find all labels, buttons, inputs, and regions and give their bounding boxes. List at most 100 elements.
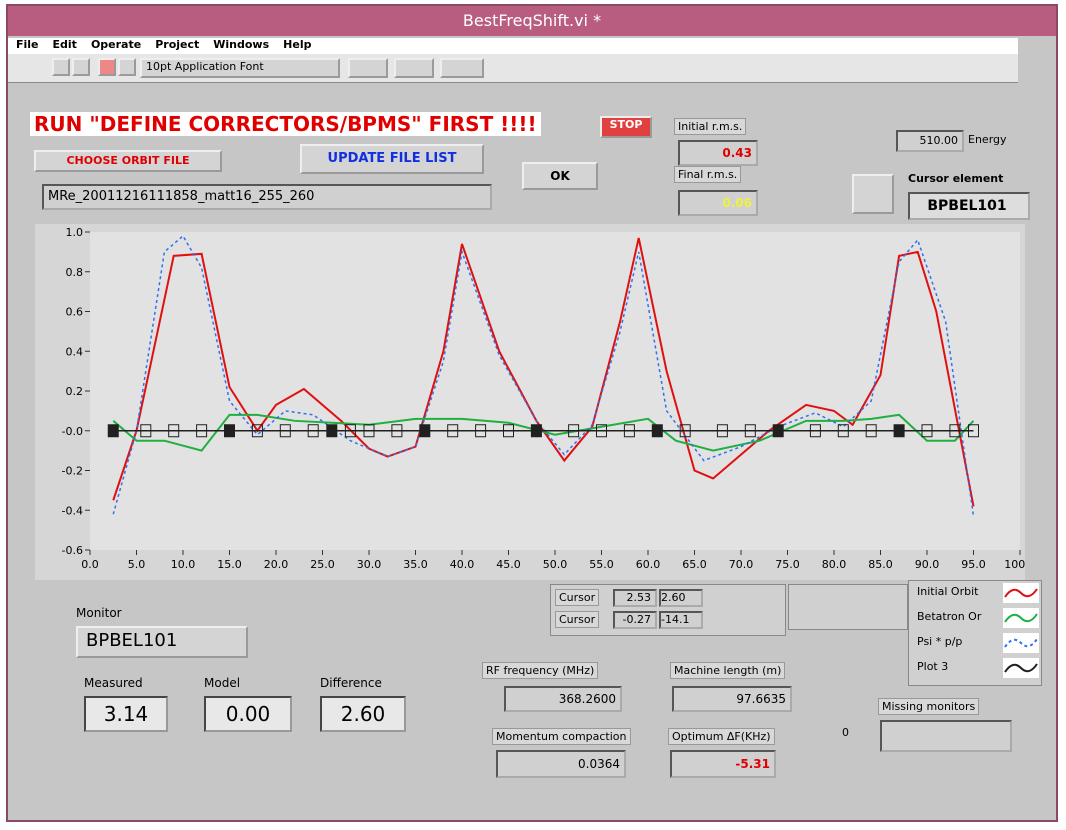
rf-frequency[interactable]: 368.2600	[504, 686, 622, 712]
series-marker	[503, 424, 514, 438]
window: BestFreqShift.vi * File Edit Operate Projec…	[6, 4, 1058, 822]
series-marker	[921, 424, 933, 438]
final-rms: 0.06	[678, 190, 758, 216]
series-marker	[447, 424, 459, 438]
y-tick-label: -0.4	[62, 504, 83, 517]
x-tick-label: 15.0	[217, 558, 242, 571]
monitor-dropdown[interactable]: BPBEL101	[76, 626, 248, 658]
series-marker	[419, 424, 431, 438]
distribute-dropdown[interactable]	[394, 58, 434, 78]
run-continuous-button[interactable]	[72, 58, 90, 76]
cursor-move-button[interactable]	[852, 174, 894, 214]
initial-rms: 0.43	[678, 140, 758, 166]
x-tick-label: 20.0	[264, 558, 289, 571]
missing-monitors	[880, 720, 1012, 752]
menu-item[interactable]: Edit	[52, 38, 77, 51]
y-tick-label: -0.6	[62, 544, 83, 557]
choose-file-button[interactable]: CHOOSE ORBIT FILE	[34, 150, 222, 172]
y-tick-label: 0.4	[66, 345, 84, 358]
x-tick-label: 95.0	[961, 558, 986, 571]
x-tick-label: 85.0	[868, 558, 893, 571]
ok-button[interactable]: OK	[522, 162, 598, 190]
energy[interactable]: 510.00	[896, 130, 964, 152]
cursor-element: BPBEL101	[908, 192, 1030, 220]
legend-swatch	[1003, 633, 1039, 653]
x-tick-label: 55.0	[589, 558, 614, 571]
series-line	[112, 234, 975, 517]
menu-item[interactable]: Operate	[90, 38, 142, 51]
legend-swatch	[1003, 658, 1039, 678]
cursor-y: -14.1	[659, 611, 703, 629]
series-marker	[196, 424, 208, 438]
series-marker	[391, 424, 403, 438]
legend-label: Betatron Or	[917, 610, 982, 623]
legend-label: Psi * p/p	[917, 635, 963, 648]
menu-item[interactable]: File	[16, 38, 39, 51]
cursor-x: 2.53	[613, 589, 657, 607]
run-button[interactable]	[52, 58, 70, 76]
series-marker	[837, 424, 849, 438]
label: Monitor	[76, 606, 122, 620]
series-marker	[251, 424, 263, 438]
x-tick-label: 10.0	[171, 558, 196, 571]
series-marker	[679, 424, 691, 438]
momentum-compaction: 0.0364	[496, 750, 626, 778]
x-tick-label: 0.0	[81, 558, 99, 571]
update-list-button[interactable]: UPDATE FILE LIST	[300, 144, 484, 174]
legend-swatch	[1003, 583, 1039, 603]
series-marker	[865, 424, 877, 438]
series-marker	[530, 424, 542, 438]
y-tick-label: -0.0	[62, 425, 83, 438]
series-marker	[363, 424, 375, 438]
y-tick-label: 0.8	[66, 266, 84, 279]
align-dropdown[interactable]	[348, 58, 388, 78]
warning-text: RUN "DEFINE CORRECTORS/BPMS" FIRST !!!!	[30, 112, 541, 136]
series-marker	[279, 424, 291, 438]
x-tick-label: 40.0	[450, 558, 475, 571]
label: Energy	[968, 133, 1007, 146]
label: RF frequency (MHz)	[482, 662, 599, 679]
menu-item[interactable]: Project	[155, 38, 200, 51]
label: Machine length (m)	[670, 662, 786, 679]
file-path[interactable]: MRe_20011216111858_matt16_255_260	[42, 184, 492, 210]
menu-item[interactable]: Windows	[213, 38, 270, 51]
series-marker	[568, 424, 580, 438]
y-tick-label: 0.6	[66, 306, 84, 319]
label: Initial r.m.s.	[674, 118, 747, 135]
x-tick-label: 75.0	[775, 558, 800, 571]
series-marker	[809, 424, 821, 438]
legend-label: Plot 3	[917, 660, 949, 673]
x-tick-label: 100.0	[1004, 558, 1025, 571]
legend-line	[1004, 663, 1038, 673]
menu-item[interactable]: Help	[283, 38, 312, 51]
label: Measured	[84, 676, 143, 690]
series-marker	[744, 424, 756, 438]
plot-area	[90, 232, 1020, 550]
pause-button[interactable]	[118, 58, 136, 76]
series-marker	[893, 424, 905, 438]
cursor-y: 2.60	[659, 589, 703, 607]
y-tick-label: 1.0	[66, 226, 84, 239]
label: Final r.m.s.	[674, 166, 742, 183]
title-bar: BestFreqShift.vi *	[8, 6, 1056, 36]
x-tick-label: 80.0	[822, 558, 847, 571]
series-marker	[949, 424, 961, 438]
abort-button[interactable]	[98, 58, 116, 76]
x-tick-label: 30.0	[357, 558, 382, 571]
label: Model	[204, 676, 241, 690]
machine-length[interactable]: 97.6635	[672, 686, 792, 712]
series-marker	[107, 424, 119, 438]
missing-index[interactable]: 0	[842, 726, 849, 739]
font-dropdown[interactable]: 10pt Application Font	[140, 58, 340, 78]
x-tick-label: 90.0	[915, 558, 940, 571]
stop-button[interactable]: STOP	[600, 116, 652, 138]
menu-bar: File Edit Operate Project Windows Help	[8, 38, 1018, 54]
reorder-dropdown[interactable]	[440, 58, 484, 78]
difference: 2.60	[320, 696, 406, 732]
x-tick-label: 5.0	[128, 558, 146, 571]
series-marker	[140, 424, 152, 438]
label: Cursor	[555, 589, 600, 606]
legend-swatch	[1003, 608, 1039, 628]
cursor-panel: Cursor 2.53 2.60 Cursor -0.27 -14.1	[550, 584, 786, 636]
y-tick-label: 0.2	[66, 385, 84, 398]
